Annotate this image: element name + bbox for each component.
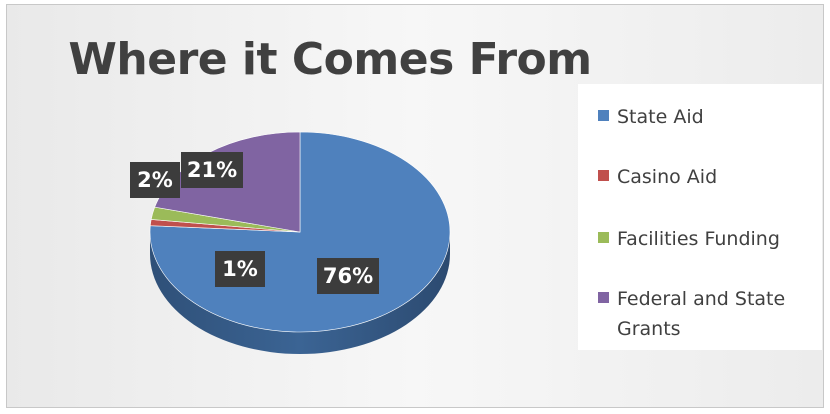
pie-data-labels: 76% 1% 2% 21% xyxy=(130,152,379,294)
chart-title: Where it Comes From xyxy=(68,34,592,85)
pie-side-wall xyxy=(150,232,450,354)
legend-item-federal-state-grants: Federal and State Grants xyxy=(598,284,817,344)
data-label-casino-aid: 1% xyxy=(215,251,265,287)
legend-item-casino-aid: Casino Aid xyxy=(598,162,817,192)
data-label-state-aid: 76% xyxy=(317,258,379,294)
legend: State Aid Casino Aid Facilities Funding … xyxy=(578,84,822,350)
legend-label: State Aid xyxy=(617,106,704,128)
svg-text:2%: 2% xyxy=(137,168,173,192)
data-label-federal-and-state-grants: 21% xyxy=(181,152,243,188)
svg-text:1%: 1% xyxy=(222,257,258,281)
legend-swatch xyxy=(598,292,609,303)
legend-swatch xyxy=(598,232,609,243)
legend-label: Casino Aid xyxy=(617,166,718,188)
legend-item-facilities-funding: Facilities Funding xyxy=(598,224,817,254)
legend-swatch xyxy=(598,110,609,121)
pie-depth xyxy=(150,232,450,354)
legend-label: Federal and State Grants xyxy=(617,288,786,340)
svg-text:21%: 21% xyxy=(187,158,237,182)
data-label-facilities-funding: 2% xyxy=(130,162,180,198)
svg-text:76%: 76% xyxy=(323,264,373,288)
legend-item-state-aid: State Aid xyxy=(598,102,817,132)
legend-label: Facilities Funding xyxy=(617,228,780,250)
legend-swatch xyxy=(598,170,609,181)
